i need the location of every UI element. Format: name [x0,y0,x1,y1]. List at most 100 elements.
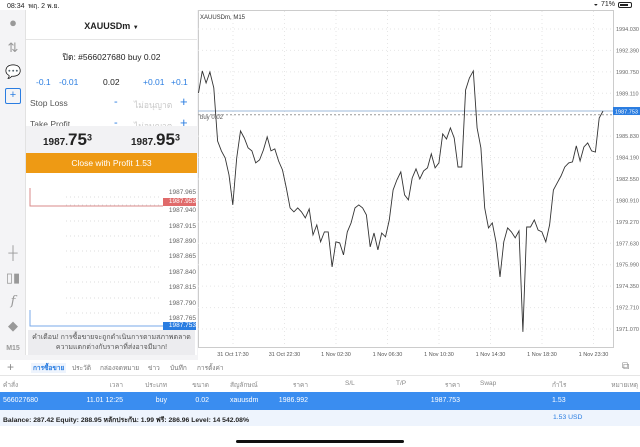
stop-loss-input[interactable]: ไม่อนุญาต [134,100,173,110]
y-tick-label: 1980.910 [616,198,639,204]
row-cell: 1.53 [552,397,566,404]
bid-tick-line [29,310,163,327]
header-cell: ประเภท [145,382,167,389]
lot-minus-01-button[interactable]: -0.1 [36,77,51,87]
row-cell: buy [155,397,167,404]
tick-chart-lines [29,188,163,327]
chevron-down-icon: ▼ [132,25,139,31]
price-line-series [198,69,604,332]
battery-level: 71% [600,1,615,8]
row-cell: 566027680 [3,397,39,404]
lot-stepper: -0.1 -0.01 0.02 +0.01 +0.1 [26,77,197,89]
left-toolbar: ● ⇅ 💬 + ┼ ▯▮ f ◆ M15 [0,10,26,355]
header-cell: S/L [345,380,355,387]
y-tick-label: 1975.990 [616,263,639,269]
row-cell: xauusdm [230,397,259,404]
account-icon[interactable]: ● [9,15,17,30]
tab-journal[interactable]: บันทึก [170,365,187,372]
symbol-name: XAUUSDm [84,21,131,31]
x-tick-label: 31 Oct 17:30 [217,352,249,358]
y-tick-label: 1979.270 [616,220,639,226]
tick-price-label: 1987.865 [168,253,196,260]
symbol-selector[interactable]: XAUUSDm ▼ [26,10,197,40]
bid-price: 1987.753 [43,130,92,149]
y-tick-label: 1992.390 [616,48,639,54]
timeframe-button[interactable]: M15 [6,345,20,352]
crosshair-icon[interactable]: ┼ [8,245,18,260]
y-tick-label: 1989.110 [616,91,639,97]
status-bar: 08:34 พฤ. 2 พ.ย. ◒ 71% [0,0,640,10]
tick-price-label: 1987.840 [168,269,196,276]
take-profit-plus-button[interactable]: + [180,115,188,130]
header-cell: Swap [480,380,497,387]
x-tick-label: 1 Nov 14:30 [476,352,506,358]
y-tick-label: 1984.190 [616,156,639,162]
y-tick-label: 1971.070 [616,327,639,333]
tab-history[interactable]: ประวัติ [72,365,91,372]
tab-news[interactable]: ข่าว [148,365,160,372]
table-header: คำสั่ง เวลา ประเภท ขนาด สัญลักษณ์ ราคา S/L T/P ร… [0,376,640,392]
add-icon[interactable]: + [7,360,15,374]
y-tick-label: 1994.030 [616,27,639,33]
header-cell: คำสั่ง [3,382,19,389]
price-chart[interactable]: 1994.030 1992.390 1990.750 1989.110 1985.830… [198,10,640,362]
header-cell: สัญลักษณ์ [230,382,258,389]
new-order-icon[interactable]: + [5,88,21,104]
chart-type-icon[interactable]: ▯▮ [5,270,21,285]
x-tick-label: 1 Nov 23:30 [579,352,609,358]
stop-loss-plus-button[interactable]: + [180,94,188,109]
x-tick-label: 1 Nov 18:30 [527,352,557,358]
objects-icon[interactable]: ◆ [8,318,18,333]
y-tick-label: 1974.350 [616,284,639,290]
tick-price-label: 1987.790 [168,300,196,307]
account-summary: Balance: 287.42 Equity: 288.95 หลักประกั… [0,410,640,426]
tick-price-label: 1987.815 [168,284,196,291]
row-cell: 1986.992 [278,397,308,404]
tick-price-label: 1987.965 [168,189,196,196]
header-cell: ราคา [444,382,460,389]
lot-minus-001-button[interactable]: -0.01 [59,77,79,87]
lot-plus-001-button[interactable]: +0.01 [143,77,165,87]
clock: 08:34 [7,3,25,10]
tab-trade[interactable]: การซื้อขาย [31,363,67,373]
order-line-label: buy 0.02 [200,115,224,121]
x-tick-label: 1 Nov 02:30 [321,352,351,358]
stop-loss-row: Stop Loss - ไม่อนุญาต + [30,94,193,110]
take-profit-minus-button[interactable]: - [114,117,118,129]
indicator-icon[interactable]: f [10,294,16,309]
ask-price: 1987.953 [131,130,180,149]
stop-loss-label: Stop Loss [30,98,68,108]
terminal-panel: + การซื้อขาย ประวัติ กล่องจดหมาย ข่าว บั… [0,360,640,447]
order-ticket: ปิด: #566027680 buy 0.02 [62,52,161,62]
row-cell: 0.02 [195,397,209,404]
stop-loss-minus-button[interactable]: - [114,96,118,108]
price-block: 1987.753 1987.953 [26,126,197,153]
tick-chart: 1987.965 1987.953 1987.940 1987.915 1987.890… [26,176,197,330]
tick-price-label: 1987.890 [168,238,196,245]
tick-price-label: 1987.940 [168,207,196,214]
battery-icon [618,1,632,8]
market-warning: คำเตือน! การซื้อขายจะถูกดำเนินการตามสภาพ… [28,330,195,355]
status-right: ◒ 71% [594,1,632,8]
trade-icon[interactable]: ⇅ [7,40,19,55]
table-row[interactable]: 566027680 11.01 12:25 buy 0.02 xauusdm 1986.9… [0,392,640,410]
close-with-profit-button[interactable]: Close with Profit 1.53 [26,153,197,173]
y-tick-label: 1982.550 [616,177,639,183]
tick-price-label: 1987.915 [168,223,196,230]
tab-mailbox[interactable]: กล่องจดหมาย [100,365,140,372]
date: พฤ. 2 พ.ย. [28,3,60,10]
home-indicator[interactable] [236,440,404,443]
header-cell: หมายเหตุ [611,382,638,389]
order-panel: XAUUSDm ▼ ปิด: #566027680 buy 0.02 -0.1 … [26,10,197,355]
header-cell: T/P [396,380,407,387]
lot-plus-01-button[interactable]: +0.1 [171,77,188,87]
header-cell: กำไร [552,382,567,389]
lot-value[interactable]: 0.02 [103,77,120,87]
chart-title: XAUUSDm, M15 [200,15,246,21]
layout-toggle-icon[interactable]: ⧉ [622,361,630,372]
tab-settings[interactable]: การตั้งค่า [197,365,224,372]
header-cell: เวลา [109,382,123,389]
chart-canvas[interactable]: 1994.030 1992.390 1990.750 1989.110 1985.830… [198,10,640,362]
status-time: 08:34 พฤ. 2 พ.ย. [7,1,60,12]
chat-icon[interactable]: 💬 [5,64,22,79]
